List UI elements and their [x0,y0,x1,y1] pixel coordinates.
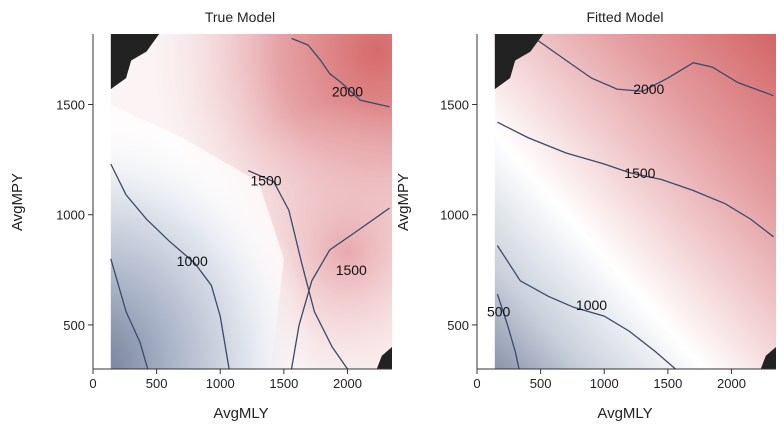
contour-label: 1500 [624,165,655,181]
contour-label: 1500 [336,262,367,278]
x-tick-label: 2000 [333,376,362,391]
y-tick-label: 1500 [56,98,85,113]
contour-label: 2000 [633,81,664,97]
y-axis-label-true-model: AvgMPY [9,173,26,231]
contour-line-500 [110,258,149,369]
contour-line-1500 [290,207,390,369]
x-tick-label: 1000 [590,376,619,391]
fill-gradient [477,34,776,369]
outside-domain-bottom-right [376,346,392,369]
contour-label: 1000 [576,297,607,313]
contour-line-1000 [110,163,230,369]
x-axis-label-fitted-model: AvgMLY [597,405,652,422]
contour-fill: 1000 1500 1500 2000 [93,34,392,369]
fill-low-region [93,34,392,369]
plot-area-fitted-model: 500 1000 1500 2000 [477,34,776,369]
no-data-strip [477,34,495,369]
no-data-strip [93,34,111,369]
panel-true-model: True Model 1000 1500 1500 2000 0 500 1000 1500… [9,9,392,422]
x-tick-label: 1500 [653,376,682,391]
x-tick-label: 1000 [206,376,235,391]
y-tick-label: 500 [63,318,85,333]
contour-fill: 500 1000 1500 2000 [477,34,776,369]
x-tick-label: 2000 [717,376,746,391]
x-axis-label-true-model: AvgMLY [213,405,268,422]
plot-area-true-model: 1000 1500 1500 2000 [93,34,392,369]
contour-label: 1000 [177,253,208,269]
x-tick-label: 500 [146,376,168,391]
contour-line-1500 [247,170,349,369]
y-axis-label-fitted-model: AvgMPY [395,173,412,231]
x-tick-label: 0 [89,376,96,391]
y-tick-label: 1500 [440,98,469,113]
x-tick-label: 1500 [269,376,298,391]
contour-line-2000 [291,37,390,108]
panel-fitted-model: Fitted Model 500 1000 1500 2000 0 500 1000 150… [395,9,776,422]
y-tick-label: 500 [447,318,469,333]
y-tick-label: 1000 [440,208,469,223]
contour-line-1500 [497,121,774,238]
contour-label: 2000 [332,83,363,99]
x-tick-label: 500 [530,376,552,391]
contour-line-2000 [537,40,774,97]
x-tick-label: 0 [473,376,480,391]
y-tick-label: 1000 [56,208,85,223]
contour-line-500 [496,293,520,369]
contour-line-1000 [496,245,676,369]
axes-fitted-model: 0 500 1000 1500 2000 500 1000 1500 [440,34,776,391]
outside-domain-bottom-right [760,346,776,369]
panel-title-fitted-model: Fitted Model [586,9,663,25]
outside-domain-top-left [494,34,544,90]
axes-true-model: 0 500 1000 1500 2000 500 1000 1500 [56,34,392,391]
contour-label: 1500 [250,173,281,189]
contour-label: 500 [487,304,511,320]
outside-domain-top-left [110,34,160,90]
panel-title-true-model: True Model [205,9,275,25]
